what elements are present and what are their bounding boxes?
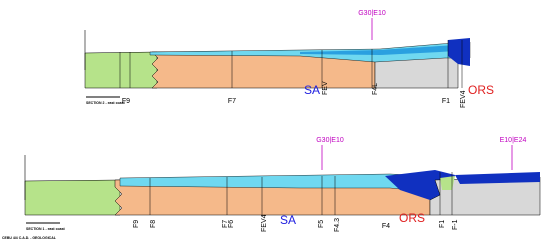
caption: SECTION 1 - east coast	[26, 227, 66, 231]
unit-label: SA	[280, 213, 296, 227]
caption: SECTION 2 - east coast	[86, 101, 126, 105]
section-bottom: SECTION 1 - east coast CEBU 4/4 C.A.D. -…	[2, 137, 540, 240]
marker: G30|E10	[358, 10, 386, 17]
footer: CEBU 4/4 C.A.D. - GEOLOGICAL	[2, 236, 57, 240]
fault-label: F4.3	[334, 218, 341, 232]
marker: G30|E10	[316, 137, 344, 144]
section-top: SECTION 2 - east coast G30|E10 F9 F7 FEV…	[85, 10, 494, 108]
fault-label: FEV	[322, 81, 329, 95]
unit-label: ORS	[399, 211, 425, 225]
fault-label: F6	[228, 220, 235, 228]
fault-label: F4	[382, 223, 390, 230]
fault-label: F7	[228, 98, 236, 105]
unit-label: ORS	[468, 83, 494, 97]
fault-label: F4L	[372, 83, 379, 95]
unit-label: SA	[304, 83, 320, 97]
cross-sections: SECTION 2 - east coast G30|E10 F9 F7 FEV…	[0, 0, 553, 242]
fault-label: F-1	[452, 219, 459, 230]
fault-label: FEV4	[261, 214, 268, 232]
marker: E10|E24	[500, 137, 527, 144]
fault-label: F1	[439, 220, 446, 228]
fault-label: F9	[133, 220, 140, 228]
fault-label: F1	[442, 98, 450, 105]
fault-label: F8	[150, 220, 157, 228]
fault-label: F5	[318, 220, 325, 228]
fault-label: F9	[122, 98, 130, 105]
fault-label: FEV4	[460, 90, 467, 108]
